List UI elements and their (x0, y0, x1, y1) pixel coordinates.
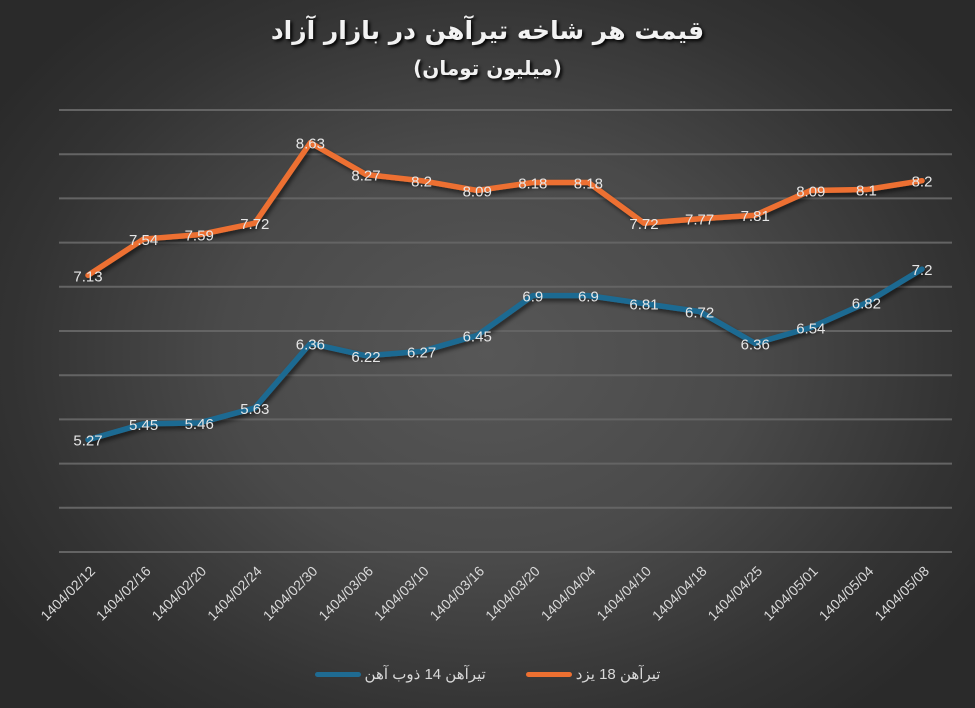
data-label: 8.1 (856, 183, 877, 200)
x-axis-label: 1404/04/25 (704, 563, 765, 624)
x-axis-label: 1404/02/20 (148, 563, 209, 624)
data-label: 7.72 (240, 216, 269, 233)
data-label: 6.22 (351, 349, 380, 366)
data-label: 6.9 (578, 289, 599, 306)
data-label: 8.18 (574, 175, 603, 192)
legend-label: تیرآهن 14 ذوب آهن (364, 666, 486, 683)
data-label: 7.72 (629, 216, 658, 233)
data-label: 8.09 (463, 183, 492, 200)
legend: تیرآهن 14 ذوب آهن تیرآهن 18 یزد (0, 665, 975, 683)
x-axis-label: 1404/03/10 (371, 563, 432, 624)
data-label: 8.2 (411, 174, 432, 191)
series-line-yazd-18[interactable] (85, 139, 925, 279)
legend-swatch-blue (314, 671, 361, 677)
x-axis-label: 1404/04/10 (593, 563, 654, 624)
series-line-zob-ahan-14[interactable] (85, 266, 925, 443)
x-axis-labels: 1404/02/121404/02/161404/02/201404/02/24… (37, 563, 932, 624)
data-label: 6.45 (463, 328, 492, 345)
x-axis-label: 1404/05/08 (871, 563, 932, 624)
legend-swatch-orange (525, 671, 572, 677)
data-label: 8.63 (296, 136, 325, 153)
x-axis-label: 1404/03/20 (482, 563, 543, 624)
legend-item-yazd-18[interactable]: تیرآهن 18 یزد (525, 665, 661, 683)
x-axis-label: 1404/02/30 (260, 563, 321, 624)
data-label: 6.81 (629, 297, 658, 314)
data-label: 6.54 (796, 320, 825, 337)
data-label: 5.27 (73, 433, 102, 450)
data-label: 6.9 (522, 289, 543, 306)
data-label: 6.36 (296, 336, 325, 353)
data-label: 7.54 (129, 232, 158, 249)
data-label: 8.18 (518, 175, 547, 192)
data-label: 5.45 (129, 417, 158, 434)
x-axis-label: 1404/02/16 (93, 563, 154, 624)
x-axis-label: 1404/03/06 (315, 563, 376, 624)
data-label: 8.09 (796, 183, 825, 200)
data-label: 7.77 (685, 212, 714, 229)
data-label: 6.82 (852, 296, 881, 313)
data-label: 5.46 (185, 416, 214, 433)
gridlines (59, 109, 952, 553)
legend-item-zob-ahan-14[interactable]: تیرآهن 14 ذوب آهن (314, 665, 486, 683)
chart-title: قیمت هر شاخه تیرآهن در بازار آزاد (270, 16, 705, 45)
x-axis-label: 1404/04/18 (649, 563, 710, 624)
data-label: 7.13 (73, 268, 102, 285)
data-labels: 7.13 7.54 7.59 7.72 8.63 8.27 8.2 8.09 8.18 8.18 7… (73, 136, 932, 450)
data-label: 6.72 (685, 305, 714, 322)
x-axis-label: 1404/02/12 (37, 563, 98, 624)
data-label: 8.27 (351, 168, 380, 185)
x-axis-label: 1404/05/04 (816, 563, 877, 624)
data-label: 7.81 (741, 208, 770, 225)
data-label: 6.27 (407, 344, 436, 361)
data-label: 7.59 (185, 228, 214, 245)
x-axis-label: 1404/04/04 (538, 563, 599, 624)
x-axis-label: 1404/02/24 (204, 563, 265, 624)
data-label: 8.2 (912, 174, 933, 191)
data-label: 5.63 (240, 401, 269, 418)
series-lines (85, 139, 925, 443)
data-label: 7.2 (912, 262, 933, 279)
legend-label: تیرآهن 18 یزد (575, 666, 661, 683)
x-axis-label: 1404/03/16 (426, 563, 487, 624)
data-label: 6.36 (741, 336, 770, 353)
x-axis-label: 1404/05/01 (760, 563, 821, 624)
chart-subtitle: (میلیون تومان) (413, 56, 562, 80)
